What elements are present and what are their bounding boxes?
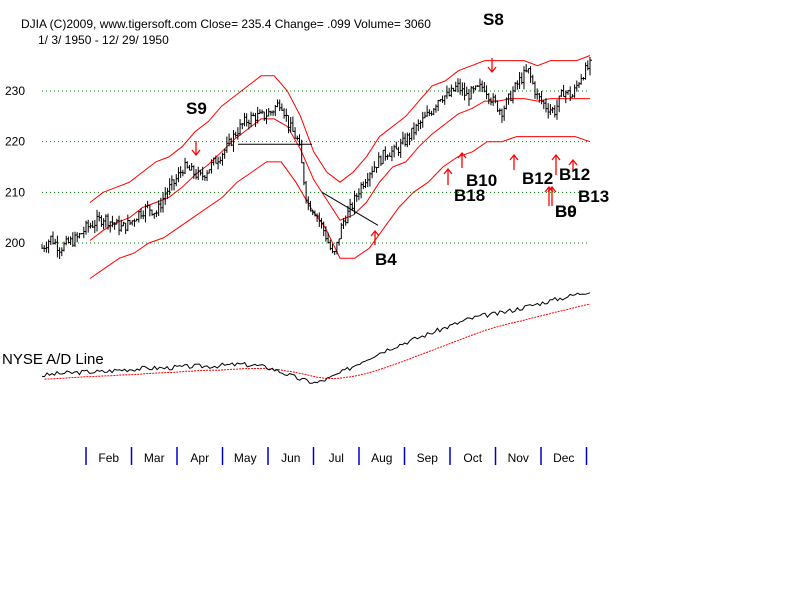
y-tick-label-230: 230 <box>5 84 25 98</box>
month-label-jun: Jun <box>281 451 300 465</box>
month-label-oct: Oct <box>463 451 482 465</box>
signal-arrowhead-b12 <box>509 153 519 161</box>
signal-label-b12: B12 <box>559 165 590 184</box>
trend-line <box>321 191 379 226</box>
lower-band-line <box>89 136 591 279</box>
month-label-sep: Sep <box>417 451 439 465</box>
month-label-mar: Mar <box>144 451 165 465</box>
ad-line <box>41 292 591 384</box>
month-label-feb: Feb <box>98 451 119 465</box>
signal-arrowhead-b0 <box>544 185 554 193</box>
chart-header-line2: 1/ 3/ 1950 - 12/ 29/ 1950 <box>38 33 169 47</box>
month-label-dec: Dec <box>553 451 574 465</box>
middle-band-line <box>89 98 590 241</box>
signal-arrowhead-s8 <box>487 66 497 74</box>
month-label-jul: Jul <box>329 451 344 465</box>
month-label-apr: Apr <box>190 451 209 465</box>
signal-label-b18: B18 <box>454 186 485 205</box>
signal-label-b9: B9 <box>555 202 577 221</box>
nyse-ad-line <box>41 292 591 384</box>
upper-band-line <box>89 55 591 203</box>
y-tick-label-210: 210 <box>5 185 25 199</box>
month-label-aug: Aug <box>371 451 392 465</box>
y-tick-label-200: 200 <box>5 236 25 250</box>
month-label-nov: Nov <box>508 451 529 465</box>
signal-arrowhead-s9 <box>191 149 201 157</box>
signal-arrowhead-b18 <box>443 167 453 175</box>
signal-arrowhead-b12 <box>568 158 578 166</box>
chart-header-line1: DJIA (C)2009, www.tigersoft.com Close= 2… <box>21 17 431 31</box>
ad-line-label: NYSE A/D Line <box>2 351 104 368</box>
signal-arrowhead-b13 <box>551 153 561 161</box>
signal-label-b10: B10 <box>466 171 497 190</box>
price-series <box>41 56 592 259</box>
month-label-may: May <box>234 451 257 465</box>
ad-line-moving-average <box>44 303 591 380</box>
month-axis: Feb Mar Apr May Jun Jul Aug Sep Oct Nov Dec <box>85 447 588 465</box>
signal-label-b0: B0 <box>555 202 577 221</box>
signal-label-b12: B12 <box>522 169 553 188</box>
signal-arrowhead-b4 <box>370 229 380 237</box>
y-tick-label-220: 220 <box>5 135 25 149</box>
signal-label-s9: S9 <box>186 99 207 118</box>
signal-label-s8: S8 <box>483 10 504 29</box>
signal-label-b4: B4 <box>375 250 397 269</box>
signal-arrowhead-b10 <box>457 151 467 159</box>
signal-label-b13: B13 <box>578 187 609 206</box>
y-axis-ticks: 200 210 220 230 <box>5 84 25 250</box>
